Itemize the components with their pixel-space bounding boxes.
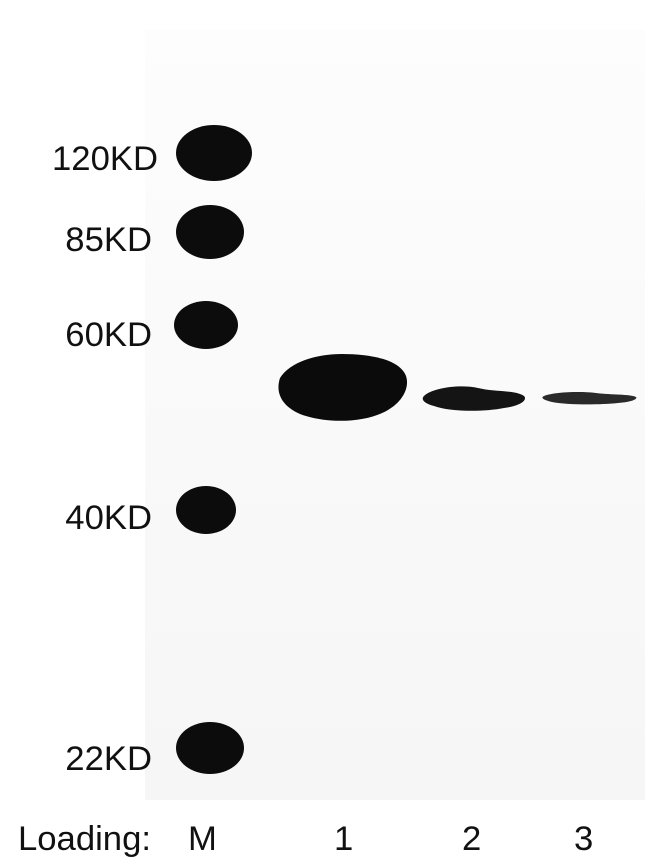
lane-label-1: 1 (334, 820, 350, 859)
sample-band-lane2 (420, 382, 530, 412)
marker-text: 60KD (65, 316, 152, 354)
lane-label-m: M (188, 820, 212, 859)
marker-text: 22KD (65, 740, 152, 778)
lane-text: M (188, 820, 217, 858)
lane-text: 3 (574, 820, 593, 858)
ladder-band-40kd (176, 486, 236, 534)
marker-label-40kd: 40KD (65, 499, 152, 538)
blot-figure: 120KD 85KD 60KD 40KD 22KD Loading: M (0, 0, 650, 859)
ladder-band-60kd (174, 301, 238, 349)
loading-label: Loading: (18, 820, 151, 859)
marker-label-60kd: 60KD (65, 316, 152, 355)
lane-text: 1 (334, 820, 353, 858)
ladder-band-85kd (176, 205, 244, 259)
ladder-band-22kd (176, 722, 244, 774)
loading-text: Loading: (18, 820, 151, 858)
sample-band-lane1 (272, 350, 412, 428)
lane-label-3: 3 (574, 820, 590, 859)
marker-text: 40KD (65, 499, 152, 537)
lane-label-2: 2 (462, 820, 478, 859)
marker-text: 85KD (65, 221, 152, 259)
marker-label-120kd: 120KD (52, 140, 158, 179)
marker-label-85kd: 85KD (65, 221, 152, 260)
lane-text: 2 (462, 820, 481, 858)
marker-label-22kd: 22KD (65, 740, 152, 779)
marker-text: 120KD (52, 140, 158, 178)
ladder-band-120kd (176, 125, 252, 181)
sample-band-lane3 (540, 388, 640, 406)
